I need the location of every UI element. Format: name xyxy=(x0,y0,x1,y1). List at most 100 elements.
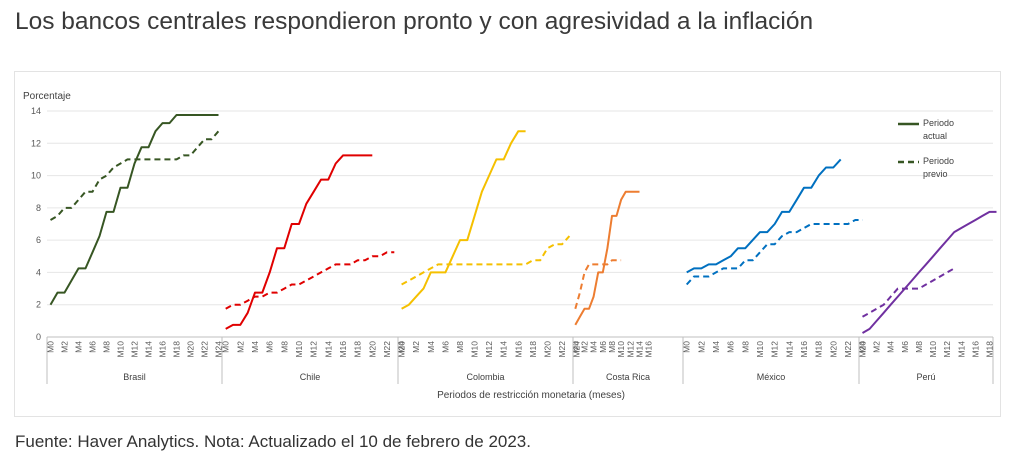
x-tick-label: M12 xyxy=(625,341,635,358)
x-tick-label: M10 xyxy=(470,341,480,358)
x-tick-label: M24 xyxy=(858,341,868,358)
y-tick-label: 12 xyxy=(31,138,41,148)
x-tick-label: M6 xyxy=(265,341,275,353)
y-tick-label: 4 xyxy=(36,267,41,277)
series-line-previous-chile xyxy=(225,251,395,310)
x-tick-label: M18 xyxy=(985,341,995,358)
panel-label-chile: Chile xyxy=(300,372,321,382)
x-tick-label: M10 xyxy=(116,341,126,358)
x-tick-label: M2 xyxy=(580,341,590,353)
x-tick-label: M0 xyxy=(46,341,56,353)
x-tick-label: M4 xyxy=(74,341,84,353)
x-tick-label: M4 xyxy=(589,341,599,353)
legend-label: previo xyxy=(923,169,948,179)
y-tick-label: 14 xyxy=(31,106,41,116)
x-tick-label: M22 xyxy=(200,341,210,358)
series-line-previous-costa-rica xyxy=(574,259,622,310)
x-tick-label: M20 xyxy=(367,341,377,358)
x-tick-label: M16 xyxy=(644,341,654,358)
x-tick-label: M8 xyxy=(279,341,289,353)
x-tick-label: M8 xyxy=(914,341,924,353)
x-tick-label: M0 xyxy=(570,341,580,353)
x-tick-label: M0 xyxy=(858,341,868,353)
series-line-actual-colombia xyxy=(401,130,526,310)
x-tick-label: M12 xyxy=(484,341,494,358)
series-line-actual-costa-rica xyxy=(574,190,640,326)
x-tick-label: M16 xyxy=(158,341,168,358)
x-tick-label: M14 xyxy=(323,341,333,358)
x-tick-label: M2 xyxy=(60,341,70,353)
x-tick-label: M8 xyxy=(455,341,465,353)
x-tick-label: M24 xyxy=(214,341,224,358)
x-tick-label: M4 xyxy=(886,341,896,353)
x-tick-label: M12 xyxy=(942,341,952,358)
y-tick-label: 10 xyxy=(31,171,41,181)
x-tick-label: M0 xyxy=(682,341,692,353)
x-tick-label: M12 xyxy=(130,341,140,358)
x-tick-label: M0 xyxy=(221,341,231,353)
x-tick-label: M14 xyxy=(956,341,966,358)
x-tick-label: M6 xyxy=(726,341,736,353)
x-tick-label: M2 xyxy=(872,341,882,353)
x-tick-label: M18 xyxy=(814,341,824,358)
series-line-actual-perú xyxy=(861,210,997,334)
y-tick-label: 6 xyxy=(36,235,41,245)
x-axis-title: Periodos de restricción monetaria (meses… xyxy=(437,390,625,401)
x-tick-label: M8 xyxy=(607,341,617,353)
x-tick-label: M6 xyxy=(598,341,608,353)
series-line-actual-méxico xyxy=(686,158,842,274)
series-line-previous-colombia xyxy=(401,235,571,286)
x-tick-label: M24 xyxy=(572,341,582,358)
x-tick-label: M6 xyxy=(440,341,450,353)
x-tick-label: M14 xyxy=(784,341,794,358)
panel-label-méxico: México xyxy=(757,372,786,382)
x-tick-label: M22 xyxy=(382,341,392,358)
x-tick-label: M18 xyxy=(528,341,538,358)
x-tick-label: M6 xyxy=(900,341,910,353)
x-tick-label: M10 xyxy=(755,341,765,358)
x-tick-label: M4 xyxy=(711,341,721,353)
x-tick-label: M16 xyxy=(970,341,980,358)
y-axis-label: Porcentaje xyxy=(23,91,71,102)
x-tick-label: M8 xyxy=(740,341,750,353)
x-tick-label: M8 xyxy=(102,341,112,353)
x-tick-label: M10 xyxy=(294,341,304,358)
panel-label-brasil: Brasil xyxy=(123,372,146,382)
x-tick-label: M0 xyxy=(397,341,407,353)
x-tick-label: M2 xyxy=(696,341,706,353)
x-tick-label: M22 xyxy=(557,341,567,358)
x-tick-label: M4 xyxy=(250,341,260,353)
series-line-actual-chile xyxy=(225,154,373,330)
x-tick-label: M18 xyxy=(353,341,363,358)
x-tick-label: M20 xyxy=(543,341,553,358)
x-tick-label: M10 xyxy=(616,341,626,358)
x-tick-label: M12 xyxy=(770,341,780,358)
panel-label-costa-rica: Costa Rica xyxy=(606,372,650,382)
legend-label: actual xyxy=(923,131,947,141)
legend-label: Periodo xyxy=(923,118,954,128)
x-tick-label: M14 xyxy=(144,341,154,358)
x-tick-label: M2 xyxy=(411,341,421,353)
x-tick-label: M2 xyxy=(235,341,245,353)
x-tick-label: M10 xyxy=(928,341,938,358)
x-tick-label: M12 xyxy=(309,341,319,358)
x-tick-label: M16 xyxy=(513,341,523,358)
series-line-previous-perú xyxy=(862,267,955,318)
x-tick-label: M16 xyxy=(799,341,809,358)
panel-label-colombia: Colombia xyxy=(466,372,504,382)
series-line-previous-brasil xyxy=(49,130,220,221)
x-tick-label: M14 xyxy=(635,341,645,358)
source-note: Fuente: Haver Analytics. Nota: Actualiza… xyxy=(15,432,531,451)
x-tick-label: M14 xyxy=(499,341,509,358)
series-line-previous-méxico xyxy=(685,219,863,286)
series-line-actual-brasil xyxy=(49,114,219,306)
x-tick-label: M20 xyxy=(186,341,196,358)
chart-container: 0 2 4 6 8 10 12 14 Porcentaje M0 M2 M4 M6 M8 M10 M12 M14… xyxy=(14,71,1001,417)
y-tick-label: 2 xyxy=(36,300,41,310)
legend-label: Periodo xyxy=(923,156,954,166)
x-tick-label: M6 xyxy=(88,341,98,353)
x-tick-label: M20 xyxy=(828,341,838,358)
page-title: Los bancos centrales respondieron pronto… xyxy=(15,8,814,35)
x-tick-label: M18 xyxy=(172,341,182,358)
